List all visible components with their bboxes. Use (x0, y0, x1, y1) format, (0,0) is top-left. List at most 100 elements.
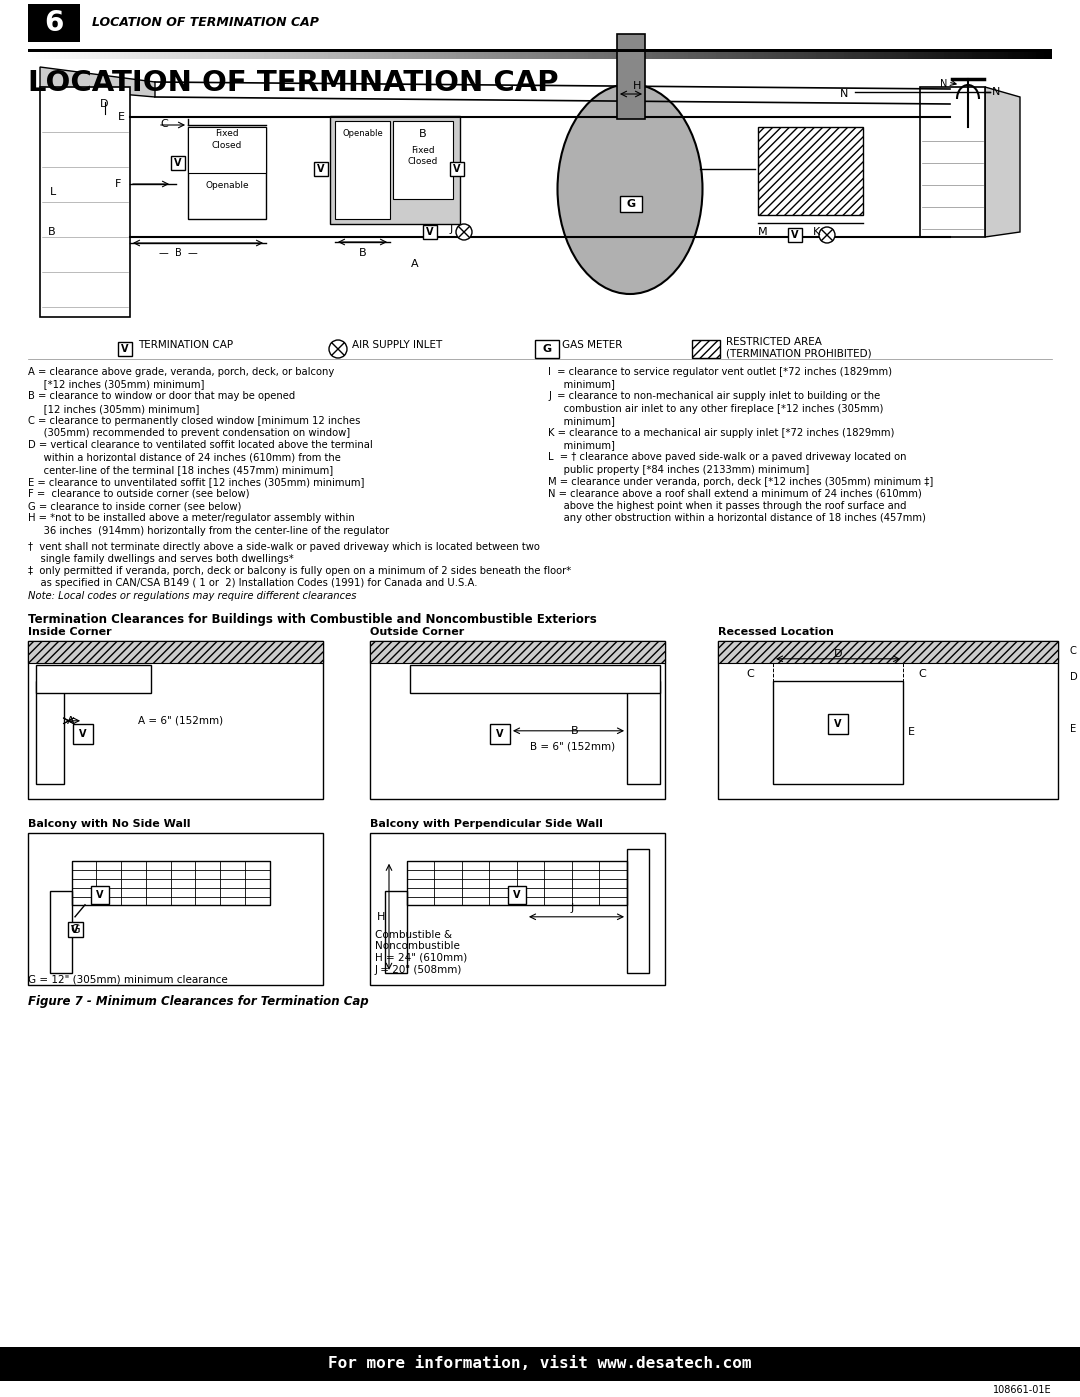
Bar (620, 196, 642, 212)
Text: N = clearance above a roof shall extend a minimum of 24 inches (610mm): N = clearance above a roof shall extend … (548, 489, 921, 499)
Text: Fixed: Fixed (411, 147, 435, 155)
Text: D = vertical clearance to ventilated soffit located above the terminal: D = vertical clearance to ventilated sof… (28, 440, 373, 450)
Text: V: V (174, 158, 181, 168)
Bar (28, 833, 323, 985)
Text: V: V (513, 890, 521, 900)
Text: V: V (834, 719, 841, 729)
Text: V: V (454, 163, 461, 175)
Bar (314, 162, 328, 176)
Text: Noncombustible - 24" (610mm): Noncombustible - 24" (610mm) (1070, 711, 1080, 721)
Bar (423, 225, 437, 239)
Text: G = 12" (305mm) minimum clearance: G = 12" (305mm) minimum clearance (28, 975, 228, 985)
Bar (410, 665, 660, 693)
Text: TERMINATION CAP: TERMINATION CAP (138, 339, 233, 351)
Bar (828, 714, 848, 733)
Text: Note: Local codes or regulations may require different clearances: Note: Local codes or regulations may req… (28, 591, 356, 601)
Bar (91, 886, 109, 904)
Text: recessed location: recessed location (1070, 659, 1080, 669)
Text: C = clearance to permanently closed window [minimum 12 inches: C = clearance to permanently closed wind… (28, 416, 361, 426)
Bar (627, 680, 660, 784)
Text: K: K (813, 226, 820, 237)
Text: recessed location -: recessed location - (1070, 685, 1080, 694)
Bar (28, 641, 323, 662)
Text: For more information, visit www.desatech.com: For more information, visit www.desatech… (328, 1356, 752, 1372)
Bar (370, 641, 665, 662)
Text: Outside Corner: Outside Corner (370, 627, 464, 637)
Text: LOCATION OF TERMINATION CAP: LOCATION OF TERMINATION CAP (28, 68, 558, 96)
Text: V: V (96, 890, 104, 900)
Text: D = Minimum width for back wall of: D = Minimum width for back wall of (1070, 672, 1080, 682)
Text: minimum]: minimum] (548, 416, 615, 426)
Text: Closed: Closed (212, 141, 242, 149)
Bar (450, 162, 464, 176)
Bar (407, 861, 627, 905)
Text: M: M (758, 226, 768, 237)
Text: ‡  only permitted if veranda, porch, deck or balcony is fully open on a minimum : ‡ only permitted if veranda, porch, deck… (28, 566, 571, 576)
Text: Openable: Openable (342, 129, 383, 138)
Text: K = clearance to a mechanical air supply inlet [*72 inches (1829mm): K = clearance to a mechanical air supply… (548, 427, 894, 439)
Circle shape (456, 224, 472, 240)
Bar (330, 116, 460, 224)
Bar (171, 156, 185, 170)
Text: V: V (121, 344, 129, 353)
Circle shape (819, 226, 835, 243)
Text: Combustible - 6" (152mm): Combustible - 6" (152mm) (1070, 750, 1080, 760)
Text: —  B  —: — B — (159, 249, 198, 258)
Text: [*12 inches (305mm) minimum]: [*12 inches (305mm) minimum] (28, 379, 204, 390)
Text: center-line of the terminal [18 inches (457mm) minimum]: center-line of the terminal [18 inches (… (28, 465, 333, 475)
Bar (335, 122, 390, 219)
Text: N: N (993, 87, 1000, 96)
Text: C = Maximum depth of 48" (1219mm) for: C = Maximum depth of 48" (1219mm) for (1070, 645, 1080, 655)
Text: Termination Clearances for Buildings with Combustible and Noncombustible Exterio: Termination Clearances for Buildings wit… (28, 613, 597, 626)
Text: above the highest point when it passes through the roof surface and: above the highest point when it passes t… (548, 502, 906, 511)
Text: B: B (571, 726, 579, 736)
Text: 36 inches  (914mm) horizontally from the center-line of the regulator: 36 inches (914mm) horizontally from the … (28, 525, 389, 535)
Text: C: C (918, 669, 926, 679)
Text: G: G (70, 923, 80, 936)
Text: L  = † clearance above paved side-walk or a paved driveway located on: L = † clearance above paved side-walk or… (548, 453, 906, 462)
Text: single family dwellings and serves both dwellings*: single family dwellings and serves both … (28, 555, 294, 564)
Bar (36, 680, 64, 784)
Text: 6: 6 (44, 8, 64, 36)
Text: H = *not to be installed above a meter/regulator assembly within: H = *not to be installed above a meter/r… (28, 514, 354, 524)
Bar (370, 641, 665, 799)
Text: Noncombustible - 2" (51mm): Noncombustible - 2" (51mm) (1070, 763, 1080, 773)
Text: V: V (427, 226, 434, 237)
Text: recessed location-: recessed location- (1070, 736, 1080, 747)
Text: (305mm) recommended to prevent condensation on window]: (305mm) recommended to prevent condensat… (28, 427, 350, 439)
Text: F: F (114, 179, 121, 189)
Text: V: V (71, 925, 79, 935)
Text: Figure 7 - Minimum Clearances for Termination Cap: Figure 7 - Minimum Clearances for Termin… (28, 995, 368, 1007)
Bar (920, 87, 985, 237)
Bar (758, 127, 863, 215)
Text: Balcony with No Side Wall: Balcony with No Side Wall (28, 819, 190, 828)
Text: minimum]: minimum] (548, 440, 615, 450)
Bar (384, 891, 407, 972)
Polygon shape (40, 87, 130, 317)
Text: A: A (67, 715, 75, 726)
Text: B = 6" (152mm): B = 6" (152mm) (530, 742, 616, 752)
Text: V: V (79, 729, 86, 739)
Polygon shape (985, 87, 1020, 237)
Text: combustion air inlet to any other fireplace [*12 inches (305mm): combustion air inlet to any other firepl… (548, 404, 883, 414)
Text: V: V (496, 729, 503, 739)
Text: public property [*84 inches (2133mm) minimum]: public property [*84 inches (2133mm) min… (548, 465, 809, 475)
Text: B: B (48, 226, 56, 237)
Text: any other obstruction within a horizontal distance of 18 inches (457mm): any other obstruction within a horizonta… (548, 514, 926, 524)
Bar (68, 922, 83, 937)
Bar (627, 849, 649, 972)
Bar (788, 228, 802, 242)
Text: A = 6" (152mm): A = 6" (152mm) (138, 715, 224, 726)
Text: E: E (118, 112, 125, 122)
Text: E = Clearance from corner in: E = Clearance from corner in (1070, 724, 1080, 733)
Text: J: J (570, 902, 573, 912)
Text: LOCATION OF TERMINATION CAP: LOCATION OF TERMINATION CAP (92, 17, 319, 29)
Text: within a horizontal distance of 24 inches (610mm) from the: within a horizontal distance of 24 inche… (28, 453, 341, 462)
Bar (188, 127, 266, 219)
Text: I: I (757, 161, 760, 170)
Bar (692, 339, 720, 358)
Ellipse shape (557, 84, 702, 293)
Text: B = clearance to window or door that may be opened: B = clearance to window or door that may… (28, 391, 295, 401)
Text: minimum]: minimum] (548, 379, 615, 390)
Bar (0, 1347, 1080, 1382)
